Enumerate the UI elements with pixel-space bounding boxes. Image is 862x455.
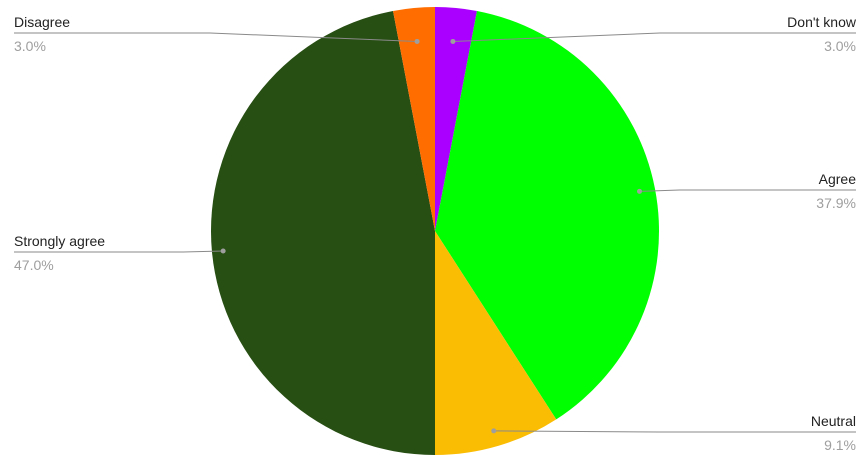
leader-dot-neutral [491,428,497,434]
slice-label-don-t-know: Don't know [787,14,857,30]
slice-percent-strongly-agree: 47.0% [14,257,54,273]
leader-line-agree [639,189,856,192]
slice-percent-disagree: 3.0% [14,38,46,54]
leader-line-neutral [493,430,856,433]
pie-slice-strongly-agree [211,10,435,455]
pie-slice-neutral [435,231,557,455]
pie-slice-agree [435,10,660,420]
slice-label-strongly-agree: Strongly agree [14,233,105,249]
slice-label-agree: Agree [819,171,857,187]
pie-slice-disagree [393,7,435,231]
leader-dot-agree [637,188,643,194]
slice-label-neutral: Neutral [811,413,856,429]
leader-line-strongly-agree [14,250,224,253]
slice-labels: Don't know 3.0% Agree 37.9% Neutral 9.1% Stron… [14,14,857,453]
slice-percent-neutral: 9.1% [824,437,856,453]
label-leader-lines [14,32,856,434]
slice-label-disagree: Disagree [14,14,70,30]
leader-line-don-t-know [452,32,856,42]
leader-dot-strongly-agree [220,248,226,254]
pie-slice-don-t-know [435,7,477,231]
leader-line-disagree [14,32,418,42]
slice-percent-don-t-know: 3.0% [824,38,856,54]
leader-dot-disagree [414,38,420,44]
leader-dot-don-t-know [450,38,456,44]
pie-slices [211,7,660,455]
slice-percent-agree: 37.9% [816,195,856,211]
